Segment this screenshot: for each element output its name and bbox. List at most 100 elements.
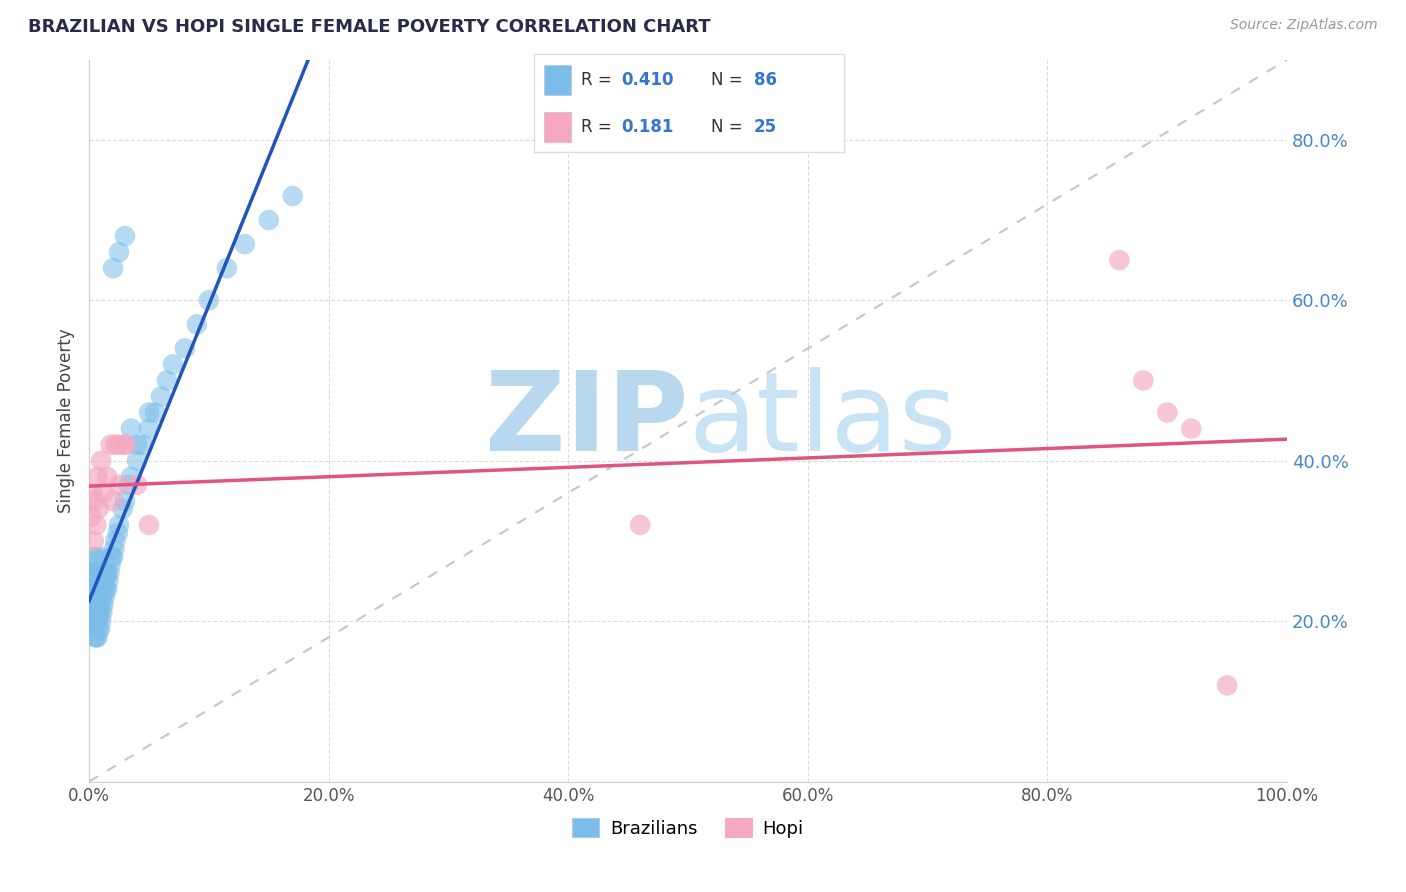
Point xyxy=(93,598,115,612)
Point xyxy=(82,566,104,580)
Point xyxy=(125,478,148,492)
Point xyxy=(90,614,112,628)
Point xyxy=(83,549,105,564)
Point xyxy=(186,318,208,332)
Text: 0.410: 0.410 xyxy=(621,71,673,89)
Point xyxy=(86,614,108,628)
Point xyxy=(1132,374,1154,388)
Text: R =: R = xyxy=(581,118,617,136)
Point xyxy=(80,509,103,524)
Point xyxy=(87,590,110,604)
Point xyxy=(125,454,148,468)
Point xyxy=(83,533,105,548)
Point xyxy=(87,606,110,620)
Legend: Brazilians, Hopi: Brazilians, Hopi xyxy=(565,811,811,845)
Point xyxy=(83,582,105,596)
Text: 86: 86 xyxy=(754,71,778,89)
Text: N =: N = xyxy=(710,71,748,89)
Point xyxy=(80,598,103,612)
Point xyxy=(108,245,131,260)
Point xyxy=(84,566,107,580)
Point xyxy=(108,478,131,492)
Point xyxy=(628,517,651,532)
Point xyxy=(94,566,117,580)
Point xyxy=(84,630,107,644)
Point xyxy=(101,494,124,508)
Point xyxy=(91,574,114,588)
Text: ZIP: ZIP xyxy=(485,368,688,475)
Point xyxy=(96,566,118,580)
Point xyxy=(93,574,115,588)
Point xyxy=(149,390,172,404)
Point xyxy=(82,582,104,596)
Text: 0.181: 0.181 xyxy=(621,118,673,136)
Point xyxy=(87,622,110,636)
Point xyxy=(156,374,179,388)
Point xyxy=(132,438,155,452)
Point xyxy=(114,438,136,452)
Point xyxy=(83,598,105,612)
Point xyxy=(89,574,111,588)
Text: 25: 25 xyxy=(754,118,778,136)
Point xyxy=(90,549,112,564)
Point xyxy=(89,622,111,636)
Point xyxy=(87,501,110,516)
Text: N =: N = xyxy=(710,118,748,136)
Point xyxy=(86,566,108,580)
Point xyxy=(138,422,160,436)
Point xyxy=(162,358,184,372)
Point xyxy=(104,533,127,548)
Point xyxy=(138,406,160,420)
Point xyxy=(1216,678,1239,692)
Point xyxy=(84,598,107,612)
Point xyxy=(143,406,166,420)
Point xyxy=(281,189,304,203)
Point xyxy=(101,549,124,564)
Point xyxy=(174,342,197,356)
Point xyxy=(120,470,142,484)
Point xyxy=(84,494,107,508)
Point xyxy=(98,566,121,580)
Point xyxy=(108,438,131,452)
Point xyxy=(86,630,108,644)
Point xyxy=(80,566,103,580)
Point xyxy=(233,237,256,252)
Point xyxy=(91,590,114,604)
Point xyxy=(198,293,221,308)
Point xyxy=(93,486,115,500)
FancyBboxPatch shape xyxy=(544,65,571,95)
Point xyxy=(84,517,107,532)
Point xyxy=(114,438,136,452)
Text: R =: R = xyxy=(581,71,617,89)
Point xyxy=(91,606,114,620)
Point xyxy=(84,614,107,628)
Point xyxy=(114,229,136,244)
Point xyxy=(82,598,104,612)
Point xyxy=(100,558,122,572)
Point xyxy=(104,438,127,452)
Point xyxy=(84,549,107,564)
Point xyxy=(101,549,124,564)
Point xyxy=(86,598,108,612)
Point xyxy=(94,582,117,596)
Point xyxy=(120,422,142,436)
Point xyxy=(90,582,112,596)
Point xyxy=(97,574,120,588)
Text: Source: ZipAtlas.com: Source: ZipAtlas.com xyxy=(1230,18,1378,32)
Point xyxy=(84,630,107,644)
Point xyxy=(96,582,118,596)
Point xyxy=(86,470,108,484)
Point xyxy=(107,525,129,540)
Point xyxy=(125,438,148,452)
Text: BRAZILIAN VS HOPI SINGLE FEMALE POVERTY CORRELATION CHART: BRAZILIAN VS HOPI SINGLE FEMALE POVERTY … xyxy=(28,18,711,36)
Text: atlas: atlas xyxy=(688,368,956,475)
Point xyxy=(80,582,103,596)
Point xyxy=(108,517,131,532)
Point xyxy=(86,582,108,596)
Point xyxy=(84,582,107,596)
Point xyxy=(93,566,115,580)
Point xyxy=(215,261,238,276)
Point xyxy=(93,582,115,596)
Point xyxy=(1156,406,1178,420)
Point xyxy=(90,454,112,468)
